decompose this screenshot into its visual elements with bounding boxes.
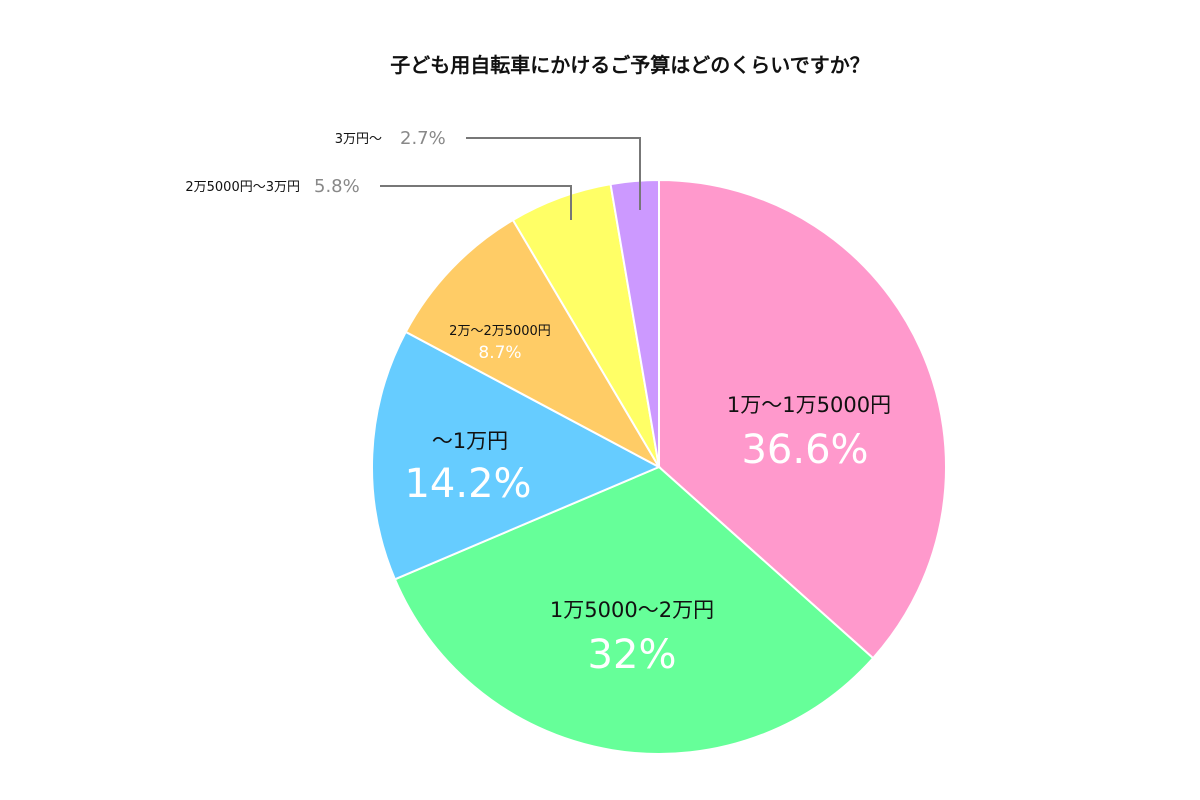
slice-label-4: 2万5000円〜3万円 [185, 180, 300, 195]
leader-line-4 [380, 185, 572, 220]
leader-line-5 [466, 137, 641, 210]
pie-slice-0 [658, 178, 948, 660]
slice-label-3: 2万〜2万5000円 [449, 324, 551, 339]
slice-value-0: 36.6% [741, 427, 868, 473]
pie-slice-2 [371, 330, 662, 581]
slice-label-5: 3万円〜 [335, 132, 382, 147]
chart-title: 子ども用自転車にかけるご予算はどのくらいですか？ [390, 53, 869, 77]
slice-value-1: 32% [588, 632, 677, 678]
slice-value-2: 14.2% [404, 461, 531, 507]
pie-slice-3 [404, 218, 662, 470]
pie-slice-5 [609, 178, 660, 468]
slice-value-4: 5.8% [314, 176, 360, 197]
slice-label-1: 1万5000〜2万円 [550, 598, 714, 622]
pie-slice-1 [393, 465, 875, 755]
slice-label-0: 1万〜1万5000円 [727, 393, 891, 417]
slice-label-2: 〜1万円 [432, 429, 508, 453]
slice-value-3: 8.7% [478, 343, 521, 363]
slice-value-5: 2.7% [400, 128, 446, 149]
